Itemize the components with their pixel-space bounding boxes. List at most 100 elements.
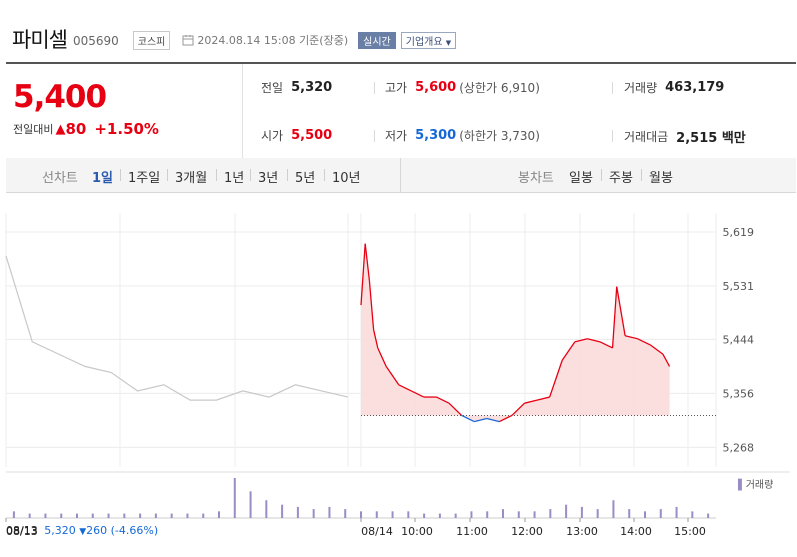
volume-bar: [265, 500, 268, 518]
series-segment: [372, 329, 379, 349]
volume-bar: [391, 511, 394, 518]
x-tick-label: 08/13: [6, 525, 38, 538]
prev-day-date: 08/13: [6, 524, 38, 537]
company-overview-button[interactable]: 기업개요 ▼: [400, 31, 457, 49]
separator: [374, 130, 375, 142]
open-price: 시가 5,500: [261, 127, 332, 144]
separator: [324, 169, 325, 181]
trade-amount: 거래대금 2,515 백만: [624, 127, 746, 146]
tab-weekly[interactable]: 주봉: [609, 171, 633, 186]
line-chart-label: 선차트: [42, 171, 78, 186]
volume-bar: [139, 513, 142, 518]
series-segment: [637, 338, 651, 346]
volume-bar: [328, 506, 331, 518]
prev-close-label: 전일: [261, 81, 284, 95]
x-tick-label: 10:00: [401, 525, 433, 538]
y-tick-label: 5,356: [723, 387, 755, 400]
series-segment: [499, 414, 513, 423]
volume-bar: [675, 506, 678, 518]
volume-bar: [44, 513, 47, 518]
x-tick-label: 12:00: [511, 525, 543, 538]
open-value: 5,500: [291, 128, 333, 143]
calendar-icon: [182, 35, 194, 46]
volume-bar: [470, 511, 473, 518]
tab-monthly[interactable]: 월봉: [649, 171, 673, 186]
prev-close: 전일 5,320: [261, 79, 332, 96]
tab-5year[interactable]: 5년: [295, 171, 316, 186]
series-segment: [549, 360, 563, 398]
separator: [612, 130, 613, 142]
series-segment: [624, 335, 638, 340]
volume-bar: [375, 511, 378, 518]
volume-bar: [659, 509, 662, 518]
volume-bar: [249, 491, 252, 518]
high-price: 고가 5,600 (상한가 6,910): [385, 79, 540, 96]
volume-bar: [60, 513, 63, 518]
trade-volume: 거래량 463,179: [624, 79, 724, 96]
tab-1day[interactable]: 1일: [92, 171, 114, 186]
separator: [601, 169, 602, 181]
price-summary: 5,400 전일대비 ▲ 80 +1.50% 전일 5,320 시가 5,500…: [6, 62, 796, 161]
candle-chart-label: 봉차트: [518, 171, 554, 186]
price-change: 전일대비 ▲ 80 +1.50%: [13, 120, 159, 138]
tab-1year[interactable]: 1년: [224, 171, 245, 186]
volume-bar: [533, 511, 536, 518]
series-segment: [461, 414, 475, 423]
dropdown-arrow-icon: ▼: [445, 38, 452, 47]
summary-divider: [242, 64, 243, 160]
series-segment: [368, 280, 375, 330]
volume-bar: [312, 509, 315, 518]
low-value: 5,300: [415, 128, 457, 143]
tab-3month[interactable]: 3개월: [175, 171, 208, 186]
volume-bar: [691, 511, 694, 518]
lower-limit: (하한가 3,730): [459, 129, 540, 143]
low-price: 저가 5,300 (하한가 3,730): [385, 127, 540, 144]
volume-bar: [628, 509, 631, 518]
separator: [250, 169, 251, 181]
volume-bar: [644, 511, 646, 518]
volume-bar: [170, 513, 173, 518]
tab-3year[interactable]: 3년: [258, 171, 279, 186]
volume-bar: [707, 513, 710, 518]
volume-bar: [517, 511, 520, 518]
series-segment: [536, 396, 550, 401]
x-tick-label: 11:00: [456, 525, 488, 538]
tab-10year[interactable]: 10년: [332, 171, 361, 186]
volume-bar: [154, 513, 157, 518]
volume-bar: [407, 511, 410, 518]
volume-label: 거래량: [624, 81, 658, 95]
tab-1week[interactable]: 1주일: [128, 171, 161, 186]
current-price: 5,400: [13, 79, 107, 115]
y-tick-label: 5,268: [723, 441, 755, 454]
series-segment: [436, 396, 450, 404]
volume-bar: [486, 511, 489, 518]
series-segment: [524, 399, 538, 404]
separator: [287, 169, 288, 181]
open-label: 시가: [261, 129, 284, 143]
volume-bar: [12, 511, 15, 518]
realtime-button[interactable]: 실시간: [358, 31, 396, 49]
prev-day-summary: 08/13 5,320 ▼260 (-4.66%): [6, 524, 158, 537]
change-value: 80: [65, 120, 87, 138]
volume-bar: [580, 506, 583, 518]
prev-close-value: 5,320: [291, 80, 333, 95]
y-tick-label: 5,619: [723, 226, 755, 239]
separator: [612, 82, 613, 94]
series-segment: [662, 353, 671, 367]
separator: [374, 82, 375, 94]
change-label: 전일대비: [13, 123, 54, 136]
high-value: 5,600: [415, 80, 457, 95]
series-segment: [561, 341, 576, 361]
low-label: 저가: [385, 129, 408, 143]
x-tick-label: 15:00: [674, 525, 706, 538]
volume-bar: [454, 513, 457, 518]
tab-daily[interactable]: 일봉: [569, 171, 593, 186]
series-segment: [377, 347, 387, 367]
separator: [167, 169, 168, 181]
series-segment: [411, 390, 425, 398]
volume-legend: ▌거래량: [738, 476, 773, 491]
volume-bar: [296, 506, 299, 518]
series-line-prev-day: [5, 255, 349, 401]
series-segment: [616, 286, 626, 336]
tabs-divider: [400, 158, 401, 192]
